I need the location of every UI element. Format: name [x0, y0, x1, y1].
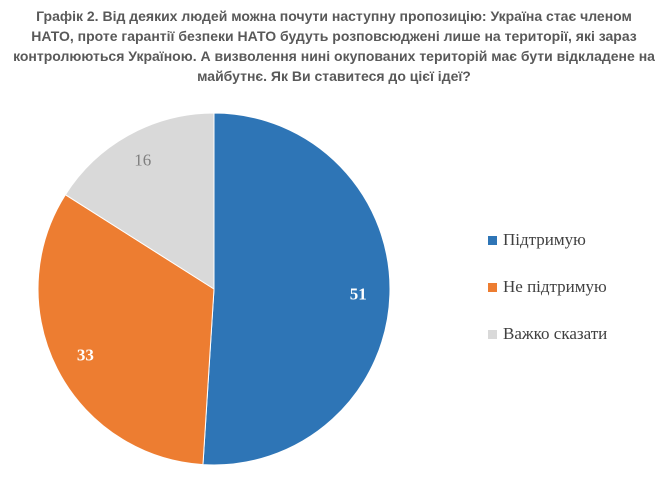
chart-title: Графік 2. Від деяких людей можна почути …	[8, 6, 660, 86]
chart-title-line: НАТО, проте гарантії безпеки НАТО будуть…	[31, 28, 637, 44]
legend-swatch	[488, 282, 497, 292]
legend-item-oppose: Не підтримую	[488, 275, 607, 299]
legend-item-hard-to-say: Важко сказати	[488, 322, 607, 346]
pie-slice-oppose	[37, 194, 215, 466]
chart-title-line: Графік 2. Від деяких людей можна почути …	[36, 8, 632, 24]
legend-swatch	[488, 329, 497, 339]
pie-data-label: 16	[134, 150, 151, 169]
chart-title-line: контролюються Україною. А визволення нин…	[13, 48, 655, 64]
legend-label: Підтримую	[503, 230, 586, 249]
pie-slice-hard-to-say	[64, 112, 215, 290]
chart-title-line: майбутнє. Як Ви ставитеся до цієї ідеї?	[197, 68, 471, 84]
legend-swatch	[488, 235, 497, 245]
legend-label: Важко сказати	[503, 324, 608, 343]
legend-label: Не підтримую	[503, 277, 607, 296]
pie-data-label: 33	[77, 346, 94, 365]
pie-data-label: 51	[350, 285, 367, 304]
pie-slice-support	[202, 112, 391, 466]
legend-item-support: Підтримую	[488, 228, 607, 252]
chart-legend: Підтримую Не підтримую Важко сказати	[488, 228, 607, 369]
